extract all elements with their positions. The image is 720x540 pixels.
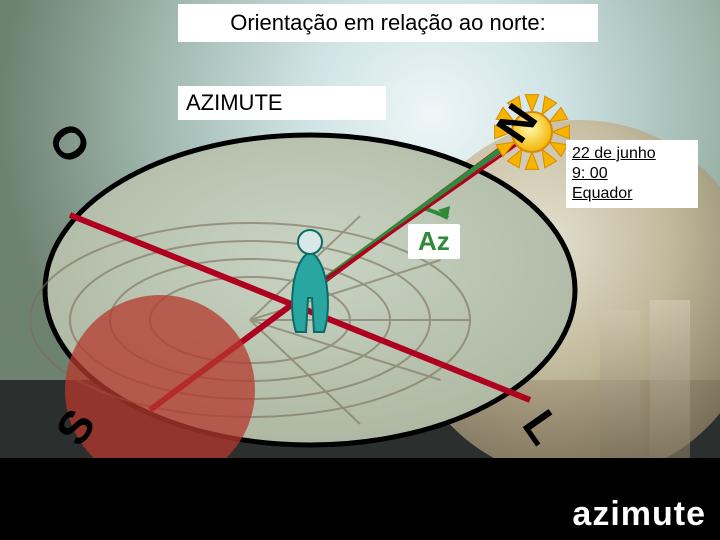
slide-root: Orientação em relação ao norte: AZIMUTE: [0, 0, 720, 540]
info-line2: 9: 00: [572, 164, 692, 184]
footer-band: azimute: [0, 458, 720, 540]
bg-column-2: [600, 310, 640, 480]
az-label-box: Az: [408, 224, 460, 259]
info-line3: Equador: [572, 184, 692, 204]
title-text: Orientação em relação ao norte:: [230, 10, 546, 36]
bg-column-1: [650, 300, 690, 480]
info-line1: 22 de junho: [572, 144, 692, 164]
info-box: 22 de junho 9: 00 Equador: [566, 140, 698, 208]
footer-text: azimute: [572, 495, 706, 534]
az-label: Az: [418, 226, 450, 256]
title-card: Orientação em relação ao norte:: [178, 4, 598, 42]
